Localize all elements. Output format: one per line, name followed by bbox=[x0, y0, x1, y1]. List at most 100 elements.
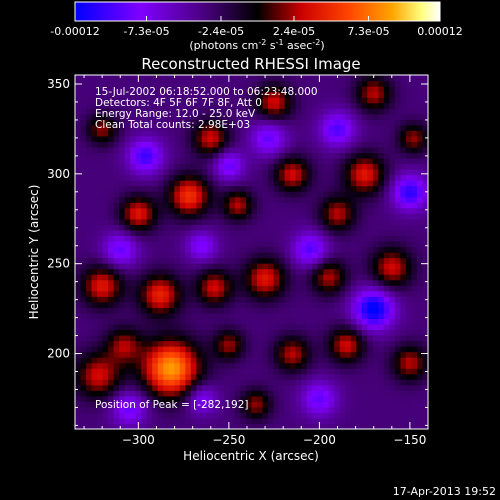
heatmap-cell bbox=[80, 124, 87, 131]
heatmap-cell bbox=[284, 75, 291, 82]
heatmap-cell bbox=[245, 296, 253, 303]
heatmap-cell bbox=[251, 373, 258, 380]
heatmap-cell bbox=[295, 329, 302, 336]
heatmap-cell bbox=[345, 334, 352, 342]
heatmap-cell bbox=[130, 119, 137, 126]
heatmap-cell bbox=[185, 213, 192, 220]
heatmap-cell bbox=[168, 113, 175, 120]
heatmap-cell bbox=[218, 119, 225, 126]
heatmap-cell bbox=[284, 279, 291, 286]
heatmap-cell bbox=[389, 102, 396, 109]
heatmap-cell bbox=[251, 152, 258, 159]
heatmap-cell bbox=[185, 119, 192, 126]
heatmap-cell bbox=[113, 124, 120, 131]
heatmap-cell bbox=[113, 395, 120, 402]
heatmap-cell bbox=[295, 218, 302, 225]
heatmap-cell bbox=[179, 86, 186, 93]
heatmap-cell bbox=[234, 80, 242, 87]
heatmap-cell bbox=[350, 207, 357, 214]
heatmap-cell bbox=[273, 301, 280, 308]
heatmap-cell bbox=[240, 285, 247, 292]
heatmap-cell bbox=[146, 395, 153, 402]
heatmap-cell bbox=[179, 229, 186, 237]
heatmap-cell bbox=[212, 108, 220, 115]
heatmap-cell bbox=[185, 279, 192, 286]
heatmap-cell bbox=[262, 263, 269, 270]
heatmap-cell bbox=[179, 357, 186, 364]
heatmap-cell bbox=[240, 240, 247, 248]
heatmap-cell bbox=[201, 346, 208, 353]
heatmap-cell bbox=[345, 157, 352, 165]
heatmap-cell bbox=[394, 229, 402, 237]
heatmap-cell bbox=[179, 246, 186, 253]
heatmap-cell bbox=[119, 318, 126, 325]
heatmap-cell bbox=[91, 346, 98, 353]
heatmap-cell bbox=[361, 146, 368, 154]
heatmap-cell bbox=[394, 102, 402, 109]
heatmap-cell bbox=[312, 196, 319, 203]
heatmap-cell bbox=[168, 406, 175, 414]
heatmap-cell bbox=[91, 312, 98, 319]
heatmap-cell bbox=[295, 191, 302, 198]
heatmap-cell bbox=[284, 207, 291, 214]
heatmap-cell bbox=[251, 406, 258, 414]
heatmap-cell bbox=[229, 235, 236, 242]
heatmap-cell bbox=[218, 368, 225, 375]
heatmap-cell bbox=[91, 213, 98, 220]
heatmap-cell bbox=[124, 174, 131, 181]
heatmap-cell bbox=[108, 240, 115, 248]
heatmap-cell bbox=[290, 174, 297, 181]
heatmap-cell bbox=[400, 390, 407, 397]
heatmap-cell bbox=[146, 362, 153, 369]
heatmap-cell bbox=[416, 180, 424, 187]
heatmap-cell bbox=[339, 274, 346, 281]
heatmap-cell bbox=[141, 290, 148, 297]
heatmap-cell bbox=[378, 307, 385, 314]
heatmap-cell bbox=[411, 290, 418, 297]
heatmap-cell bbox=[361, 390, 368, 397]
heatmap-cell bbox=[196, 417, 203, 425]
heatmap-cell bbox=[334, 141, 341, 148]
heatmap-cell bbox=[245, 384, 253, 391]
heatmap-cell bbox=[295, 296, 302, 303]
heatmap-cell bbox=[168, 80, 175, 87]
heatmap-cell bbox=[273, 108, 280, 115]
heatmap-cell bbox=[356, 312, 363, 319]
heatmap-cell bbox=[350, 152, 357, 159]
heatmap-cell bbox=[317, 229, 324, 237]
heatmap-cell bbox=[240, 274, 247, 281]
heatmap-cell bbox=[113, 207, 120, 214]
heatmap-cell bbox=[234, 384, 242, 391]
heatmap-cell bbox=[207, 334, 214, 342]
heatmap-cell bbox=[378, 373, 385, 380]
heatmap-cell bbox=[394, 157, 402, 165]
heatmap-cell bbox=[411, 268, 418, 275]
heatmap-cell bbox=[75, 257, 82, 264]
heatmap-cell bbox=[97, 252, 104, 259]
heatmap-cell bbox=[152, 401, 159, 408]
heatmap-cell bbox=[262, 368, 269, 375]
heatmap-cell bbox=[383, 252, 390, 259]
heatmap-cell bbox=[229, 307, 236, 314]
heatmap-cell bbox=[240, 351, 247, 358]
heatmap-cell bbox=[102, 346, 109, 353]
heatmap-cell bbox=[207, 274, 214, 281]
heatmap-cell bbox=[312, 152, 319, 159]
heatmap-cell bbox=[152, 141, 159, 148]
heatmap-cell bbox=[212, 290, 220, 297]
heatmap-cell bbox=[179, 119, 186, 126]
x-tick-label: −150 bbox=[393, 433, 426, 447]
heatmap-cell bbox=[251, 246, 258, 253]
heatmap-cell bbox=[86, 279, 93, 286]
heatmap-cell bbox=[240, 252, 247, 259]
heatmap-cell bbox=[190, 417, 197, 425]
heatmap-cell bbox=[301, 124, 308, 131]
heatmap-cell bbox=[290, 406, 297, 414]
heatmap-cell bbox=[75, 75, 82, 82]
heatmap-cell bbox=[157, 384, 164, 391]
heatmap-cell bbox=[257, 202, 264, 209]
heatmap-cell bbox=[372, 301, 379, 308]
heatmap-cell bbox=[91, 202, 98, 209]
heatmap-cell bbox=[218, 191, 225, 198]
heatmap-cell bbox=[394, 246, 402, 253]
